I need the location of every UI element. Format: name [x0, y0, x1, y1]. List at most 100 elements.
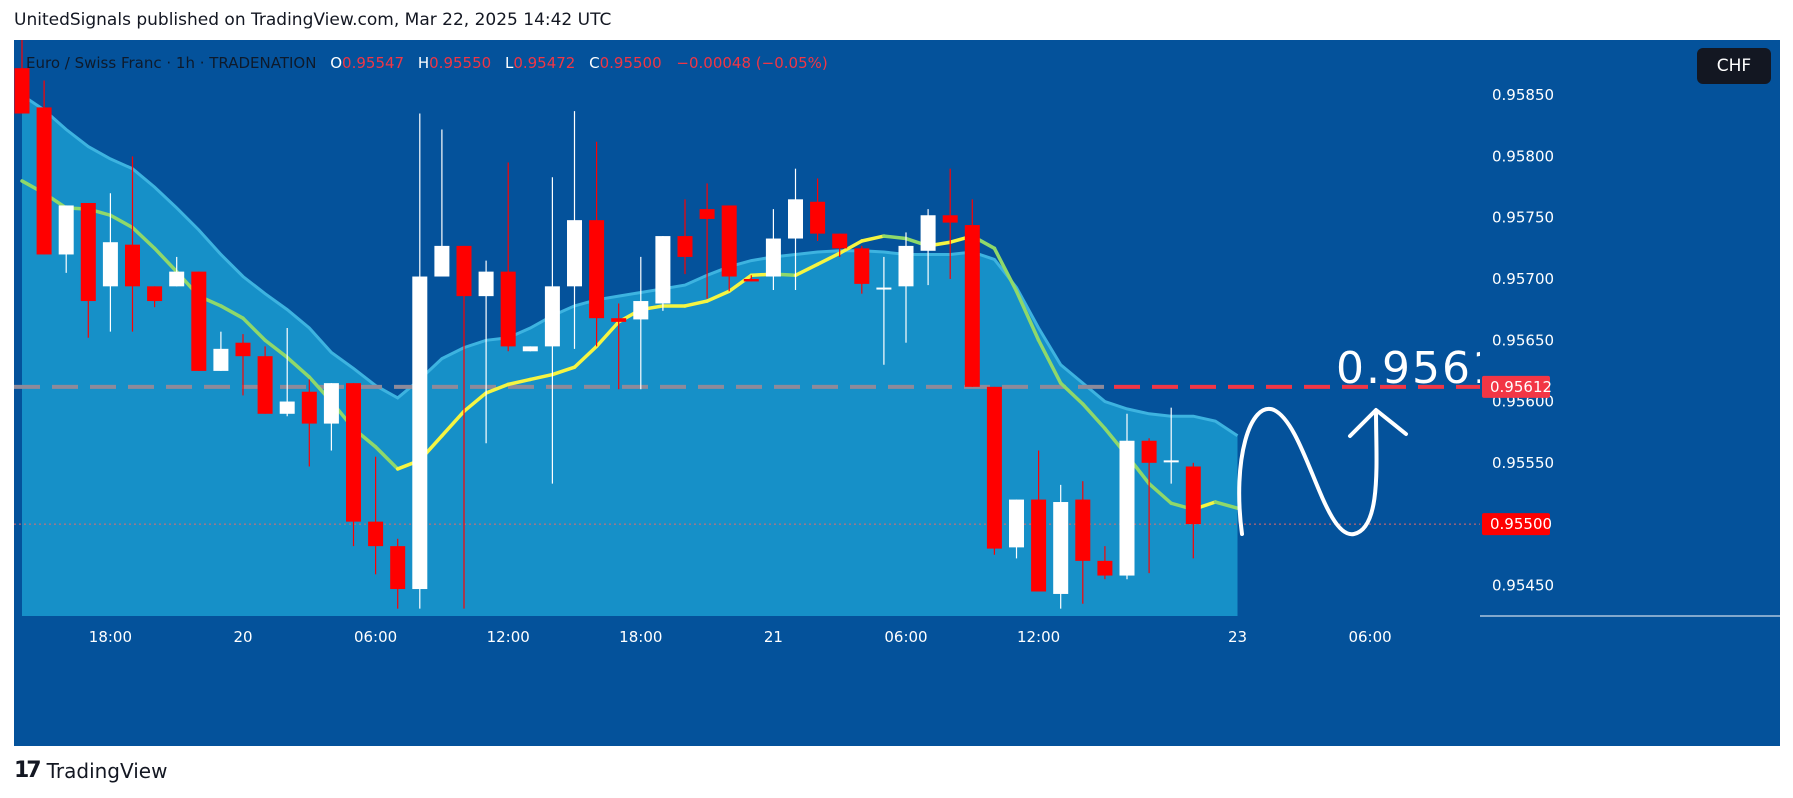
ema-fast-segment: [152, 246, 179, 274]
ema-fast-segment: [793, 262, 820, 278]
low-label: L: [504, 54, 514, 72]
candle-body: [323, 383, 339, 424]
candle-body: [765, 238, 781, 277]
currency-badge[interactable]: CHF: [1697, 48, 1771, 84]
low-value: 0.95472: [513, 54, 576, 72]
candle-body: [832, 233, 848, 249]
candle-body: [412, 276, 428, 590]
annotation-price-label: 0.9561: [1336, 343, 1502, 394]
candle-body: [1119, 440, 1135, 576]
candle-body: [80, 202, 96, 302]
open-value: 0.95547: [342, 54, 405, 72]
ema-fast-segment: [108, 213, 135, 230]
ema-fast-segment: [837, 239, 864, 255]
candle-body: [301, 391, 317, 424]
ema-fast-segment: [860, 234, 886, 243]
ema-fast-segment: [1036, 338, 1063, 385]
level-price-tag: [1482, 375, 1550, 398]
candle-body: [478, 271, 494, 297]
footer-brand: TradingView: [46, 758, 168, 783]
candle-body: [346, 383, 361, 522]
candle-body: [788, 199, 803, 239]
ema-fast-segment: [130, 225, 157, 251]
ema-fast-segment: [506, 377, 533, 387]
candle-body: [191, 271, 207, 371]
y-tick-label: 0.95650: [1492, 331, 1554, 349]
annotation-wave: [1237, 406, 1379, 537]
y-tick-label: 0.95450: [1492, 576, 1554, 594]
ema-fast-segment: [263, 338, 289, 360]
ema-fast-segment: [727, 273, 754, 293]
candle-body: [677, 236, 693, 257]
x-tick-label: 12:00: [1017, 628, 1060, 646]
candle-body: [1163, 460, 1179, 463]
level-price-label: 0.95612: [1490, 378, 1552, 396]
candle-body: [58, 205, 74, 255]
candle-body: [1185, 466, 1201, 525]
candle-body: [854, 248, 870, 284]
candle-body: [898, 245, 914, 287]
candle-body: [368, 521, 384, 547]
close-label: C: [589, 54, 600, 72]
candle-body: [257, 356, 273, 414]
candle-body: [942, 215, 958, 223]
y-tick-label: 0.95800: [1492, 147, 1554, 165]
tradingview-logo-icon: 17: [14, 758, 42, 783]
ema-fast-segment: [484, 382, 510, 395]
candle-body: [500, 271, 516, 347]
y-tick-label: 0.95550: [1492, 454, 1554, 472]
candle-body: [169, 271, 185, 287]
ema-fast-segment: [572, 344, 599, 369]
candle-body: [147, 286, 163, 302]
ema-fast-segment: [882, 234, 908, 241]
symbol-description: Euro / Swiss Franc · 1h · TRADENATION: [26, 54, 317, 72]
x-tick-label: 21: [764, 628, 783, 646]
candle-body: [36, 107, 52, 255]
ema-fast-segment: [440, 409, 466, 438]
candle-body: [125, 244, 140, 287]
x-tick-label: 06:00: [1348, 628, 1391, 646]
x-tick-label: 20: [233, 628, 252, 646]
candle-body: [456, 245, 472, 297]
ema-fast-segment: [1213, 500, 1240, 510]
ema-fast-segment: [462, 391, 488, 414]
candle-body: [213, 348, 229, 371]
x-tick-label: 18:00: [619, 628, 662, 646]
y-tick-label: 0.95850: [1492, 86, 1554, 104]
candle-body: [721, 205, 737, 277]
y-tick-label: 0.95750: [1492, 209, 1554, 227]
x-tick-label: 18:00: [89, 628, 132, 646]
candlestick-chart[interactable]: 0.9561 0.95850 0.95800 0.95750 0.95700 0.9565…: [14, 40, 1780, 746]
chart-area[interactable]: 0.9561 0.95850 0.95800 0.95750 0.95700 0.9565…: [14, 40, 1780, 746]
ema-cloud: [22, 95, 1238, 617]
publisher-header: UnitedSignals published on TradingView.c…: [14, 10, 612, 30]
candle-body: [1031, 499, 1047, 592]
candle-body: [544, 286, 560, 347]
candle-body: [390, 546, 406, 590]
candle-body: [633, 301, 649, 320]
ema-fast-segment: [550, 365, 577, 377]
x-tick-label: 06:00: [884, 628, 927, 646]
ema-fast-segment: [705, 289, 731, 303]
candle-body: [235, 342, 251, 357]
close-value: 0.95500: [599, 54, 662, 72]
high-label: H: [417, 54, 430, 72]
high-value: 0.95550: [429, 54, 492, 72]
symbol-legend: Euro / Swiss Franc · 1h · TRADENATION O0…: [26, 54, 828, 72]
ema-fast-segment: [285, 355, 312, 379]
time-axis-panel: [14, 616, 1480, 746]
ema-fast-segment: [528, 372, 555, 382]
candle-body: [611, 318, 627, 322]
current-price-label: 0.95500: [1490, 515, 1552, 533]
current-price-tag: [1482, 513, 1550, 536]
candle-body: [1075, 499, 1091, 561]
candle-body: [920, 215, 936, 251]
ema-slow-line: [21, 93, 1239, 438]
candle-body: [964, 225, 980, 387]
candle-body: [1009, 499, 1024, 548]
candle-body: [567, 220, 582, 287]
annotation-arrow-head: [1348, 408, 1408, 438]
candle-body: [14, 68, 30, 114]
candle-body: [589, 220, 605, 319]
candle-body: [699, 209, 715, 219]
